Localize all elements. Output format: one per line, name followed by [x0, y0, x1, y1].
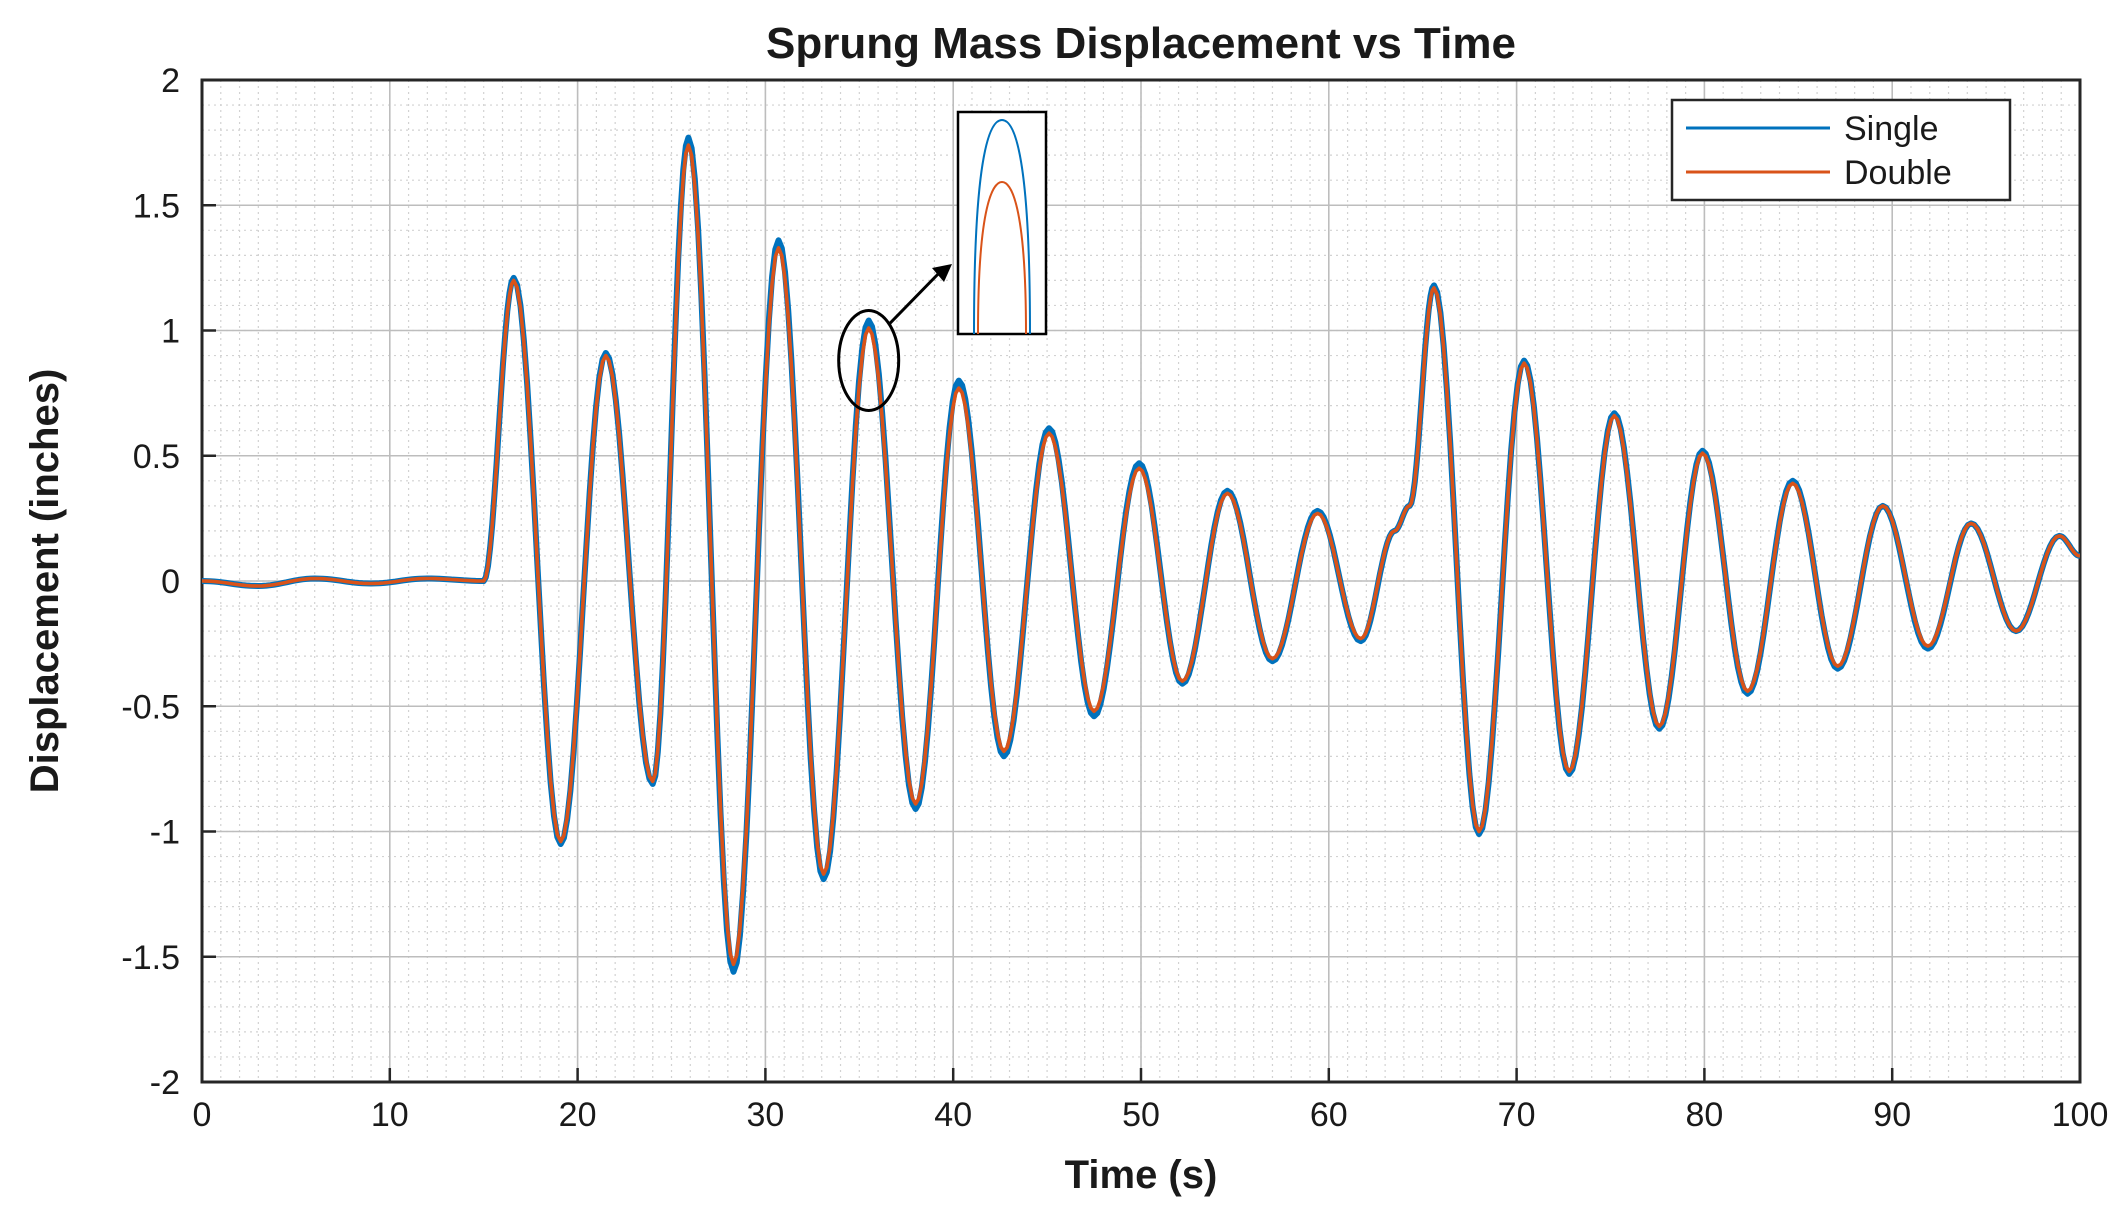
- chart-title: Sprung Mass Displacement vs Time: [766, 19, 1516, 68]
- y-tick-label: -2: [150, 1064, 180, 1102]
- y-tick-label: -1.5: [121, 939, 180, 977]
- x-tick-label: 60: [1310, 1096, 1348, 1134]
- x-tick-label: 80: [1685, 1096, 1723, 1134]
- inset-curve-double: [977, 180, 1027, 335]
- legend-label-single: Single: [1844, 110, 1939, 148]
- y-axis-label: Displacement (inches): [23, 369, 67, 794]
- major-grid: [201, 79, 2081, 1083]
- x-tick-label: 10: [371, 1096, 409, 1134]
- x-tick-label: 30: [746, 1096, 784, 1134]
- y-tick-label: 0.5: [133, 438, 180, 476]
- x-axis-label: Time (s): [1065, 1153, 1218, 1197]
- y-tick-label: 2: [161, 62, 180, 100]
- y-tick-label: -0.5: [121, 688, 180, 726]
- legend: Single Double: [1670, 98, 2012, 202]
- annotation-arrow: [887, 268, 944, 326]
- x-tick-label: 100: [2052, 1096, 2109, 1134]
- highlight-ellipse: [837, 309, 901, 413]
- x-tick-label: 40: [934, 1096, 972, 1134]
- x-axis-ticks: 0 10 20 30 40 50 60 70 80 90 100: [193, 1068, 2109, 1134]
- zoom-inset-box: [956, 110, 1048, 336]
- y-tick-label: 1.5: [133, 187, 180, 225]
- inset-curve-single: [973, 118, 1031, 335]
- y-tick-label: 1: [161, 313, 180, 351]
- legend-box: [1670, 98, 2012, 202]
- arrow-head: [932, 264, 952, 282]
- series-layer: [202, 134, 2080, 975]
- y-tick-label: 0: [161, 563, 180, 601]
- x-tick-label: 70: [1498, 1096, 1536, 1134]
- series-line-double: [202, 143, 2080, 967]
- legend-label-double: Double: [1844, 154, 1952, 192]
- y-tick-label: -1: [150, 814, 180, 852]
- x-tick-label: 0: [193, 1096, 212, 1134]
- x-tick-label: 90: [1873, 1096, 1911, 1134]
- x-tick-label: 20: [559, 1096, 597, 1134]
- annotation-layer: [837, 110, 1048, 413]
- y-axis-ticks: -2 -1.5 -1 -0.5 0 0.5 1 1.5 2: [121, 62, 216, 1102]
- x-tick-label: 50: [1122, 1096, 1160, 1134]
